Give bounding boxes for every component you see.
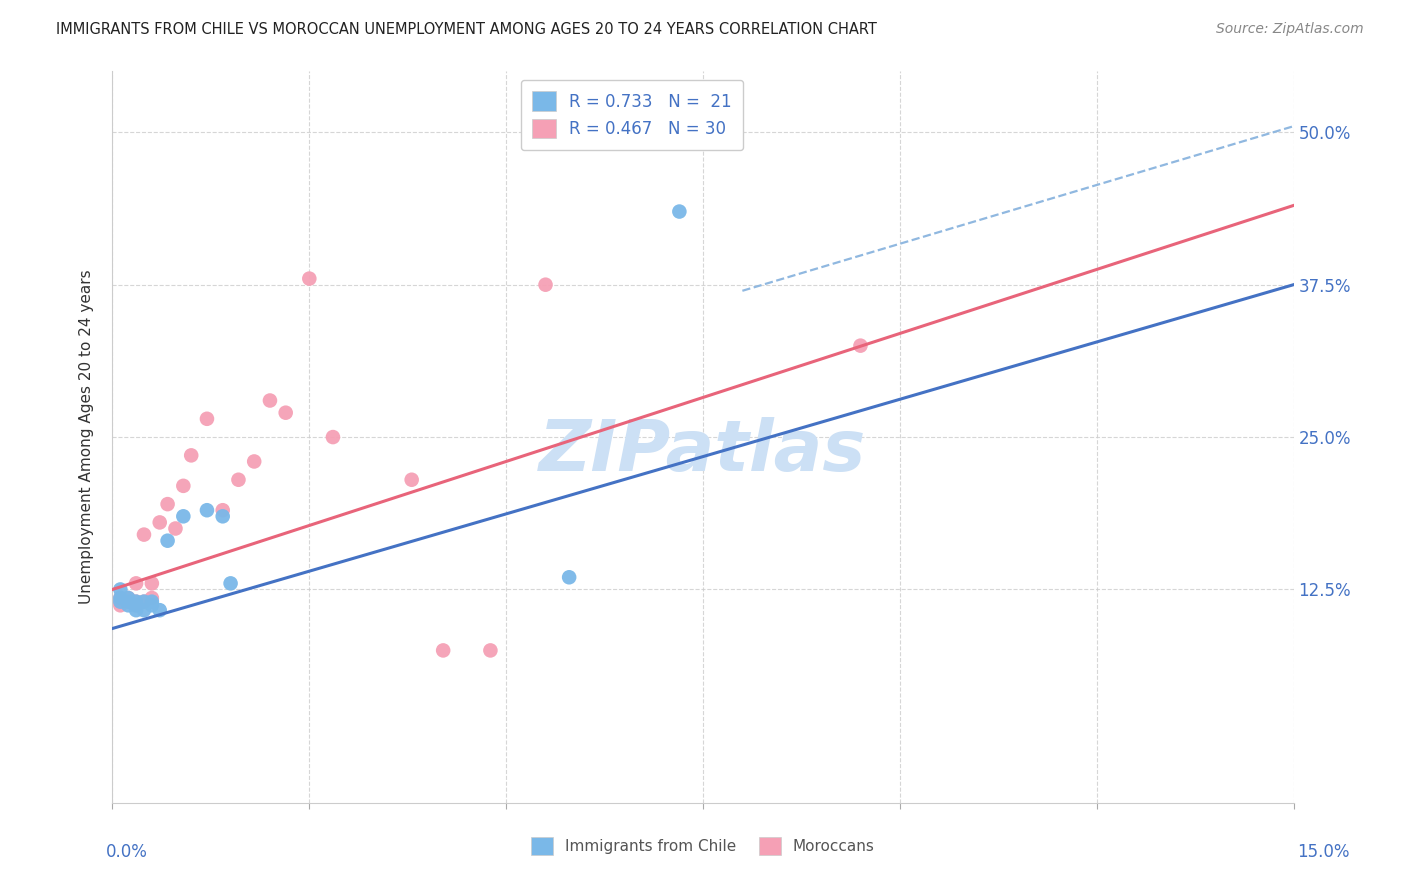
Text: Source: ZipAtlas.com: Source: ZipAtlas.com — [1216, 22, 1364, 37]
Point — [125, 594, 148, 608]
Point — [274, 406, 297, 420]
Point — [219, 576, 242, 591]
Point — [141, 576, 163, 591]
Point — [125, 599, 148, 613]
Point — [180, 449, 202, 463]
Point — [110, 591, 132, 605]
Text: ZIPatlas: ZIPatlas — [540, 417, 866, 486]
Y-axis label: Unemployment Among Ages 20 to 24 years: Unemployment Among Ages 20 to 24 years — [79, 269, 94, 605]
Point — [156, 533, 179, 548]
Point — [117, 591, 139, 605]
Point — [211, 509, 233, 524]
Point — [125, 603, 148, 617]
Point — [110, 594, 132, 608]
Point — [298, 271, 321, 285]
Point — [534, 277, 557, 292]
Point — [117, 591, 139, 605]
Point — [110, 582, 132, 597]
Point — [259, 393, 281, 408]
Point — [132, 603, 155, 617]
Point — [141, 594, 163, 608]
Point — [156, 497, 179, 511]
Point — [125, 576, 148, 591]
Point — [668, 204, 690, 219]
Point — [132, 594, 155, 608]
Point — [195, 412, 218, 426]
Point — [132, 527, 155, 541]
Point — [125, 599, 148, 613]
Point — [172, 509, 194, 524]
Point — [172, 479, 194, 493]
Point — [110, 594, 132, 608]
Point — [132, 594, 155, 608]
Point — [432, 643, 454, 657]
Point — [165, 521, 187, 535]
Legend: Immigrants from Chile, Moroccans: Immigrants from Chile, Moroccans — [526, 831, 880, 861]
Point — [149, 603, 172, 617]
Point — [558, 570, 581, 584]
Point — [479, 643, 502, 657]
Point — [125, 594, 148, 608]
Point — [141, 591, 163, 605]
Point — [228, 473, 250, 487]
Point — [117, 594, 139, 608]
Point — [110, 591, 132, 605]
Point — [195, 503, 218, 517]
Point — [117, 594, 139, 608]
Text: 15.0%: 15.0% — [1298, 843, 1350, 861]
Text: IMMIGRANTS FROM CHILE VS MOROCCAN UNEMPLOYMENT AMONG AGES 20 TO 24 YEARS CORRELA: IMMIGRANTS FROM CHILE VS MOROCCAN UNEMPL… — [56, 22, 877, 37]
Point — [322, 430, 344, 444]
Point — [110, 599, 132, 613]
Point — [849, 339, 872, 353]
Point — [211, 503, 233, 517]
Point — [141, 599, 163, 613]
Point — [117, 599, 139, 613]
Text: 0.0%: 0.0% — [105, 843, 148, 861]
Point — [401, 473, 423, 487]
Point — [243, 454, 266, 468]
Point — [149, 516, 172, 530]
